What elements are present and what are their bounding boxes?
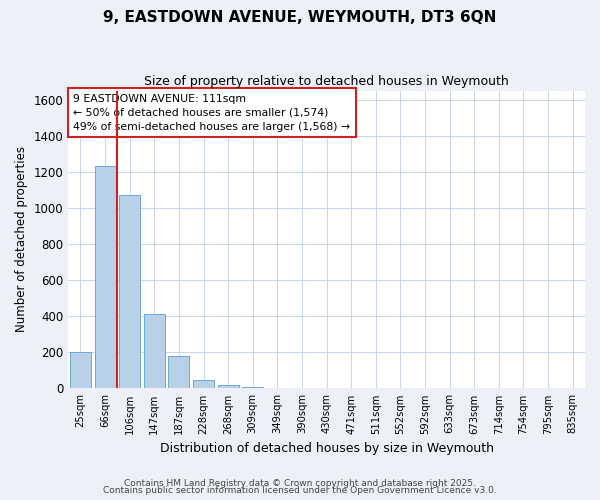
Bar xyxy=(70,352,91,388)
Bar xyxy=(193,380,214,388)
Bar xyxy=(169,356,190,388)
Y-axis label: Number of detached properties: Number of detached properties xyxy=(15,146,28,332)
Text: 9, EASTDOWN AVENUE, WEYMOUTH, DT3 6QN: 9, EASTDOWN AVENUE, WEYMOUTH, DT3 6QN xyxy=(103,10,497,25)
Title: Size of property relative to detached houses in Weymouth: Size of property relative to detached ho… xyxy=(144,75,509,88)
Text: Contains public sector information licensed under the Open Government Licence v3: Contains public sector information licen… xyxy=(103,486,497,495)
Bar xyxy=(119,196,140,388)
X-axis label: Distribution of detached houses by size in Weymouth: Distribution of detached houses by size … xyxy=(160,442,494,455)
Text: Contains HM Land Registry data © Crown copyright and database right 2025.: Contains HM Land Registry data © Crown c… xyxy=(124,478,476,488)
Bar xyxy=(242,386,263,388)
Bar xyxy=(218,385,239,388)
Text: 9 EASTDOWN AVENUE: 111sqm
← 50% of detached houses are smaller (1,574)
49% of se: 9 EASTDOWN AVENUE: 111sqm ← 50% of detac… xyxy=(73,94,350,132)
Bar xyxy=(95,166,116,388)
Bar xyxy=(144,314,165,388)
